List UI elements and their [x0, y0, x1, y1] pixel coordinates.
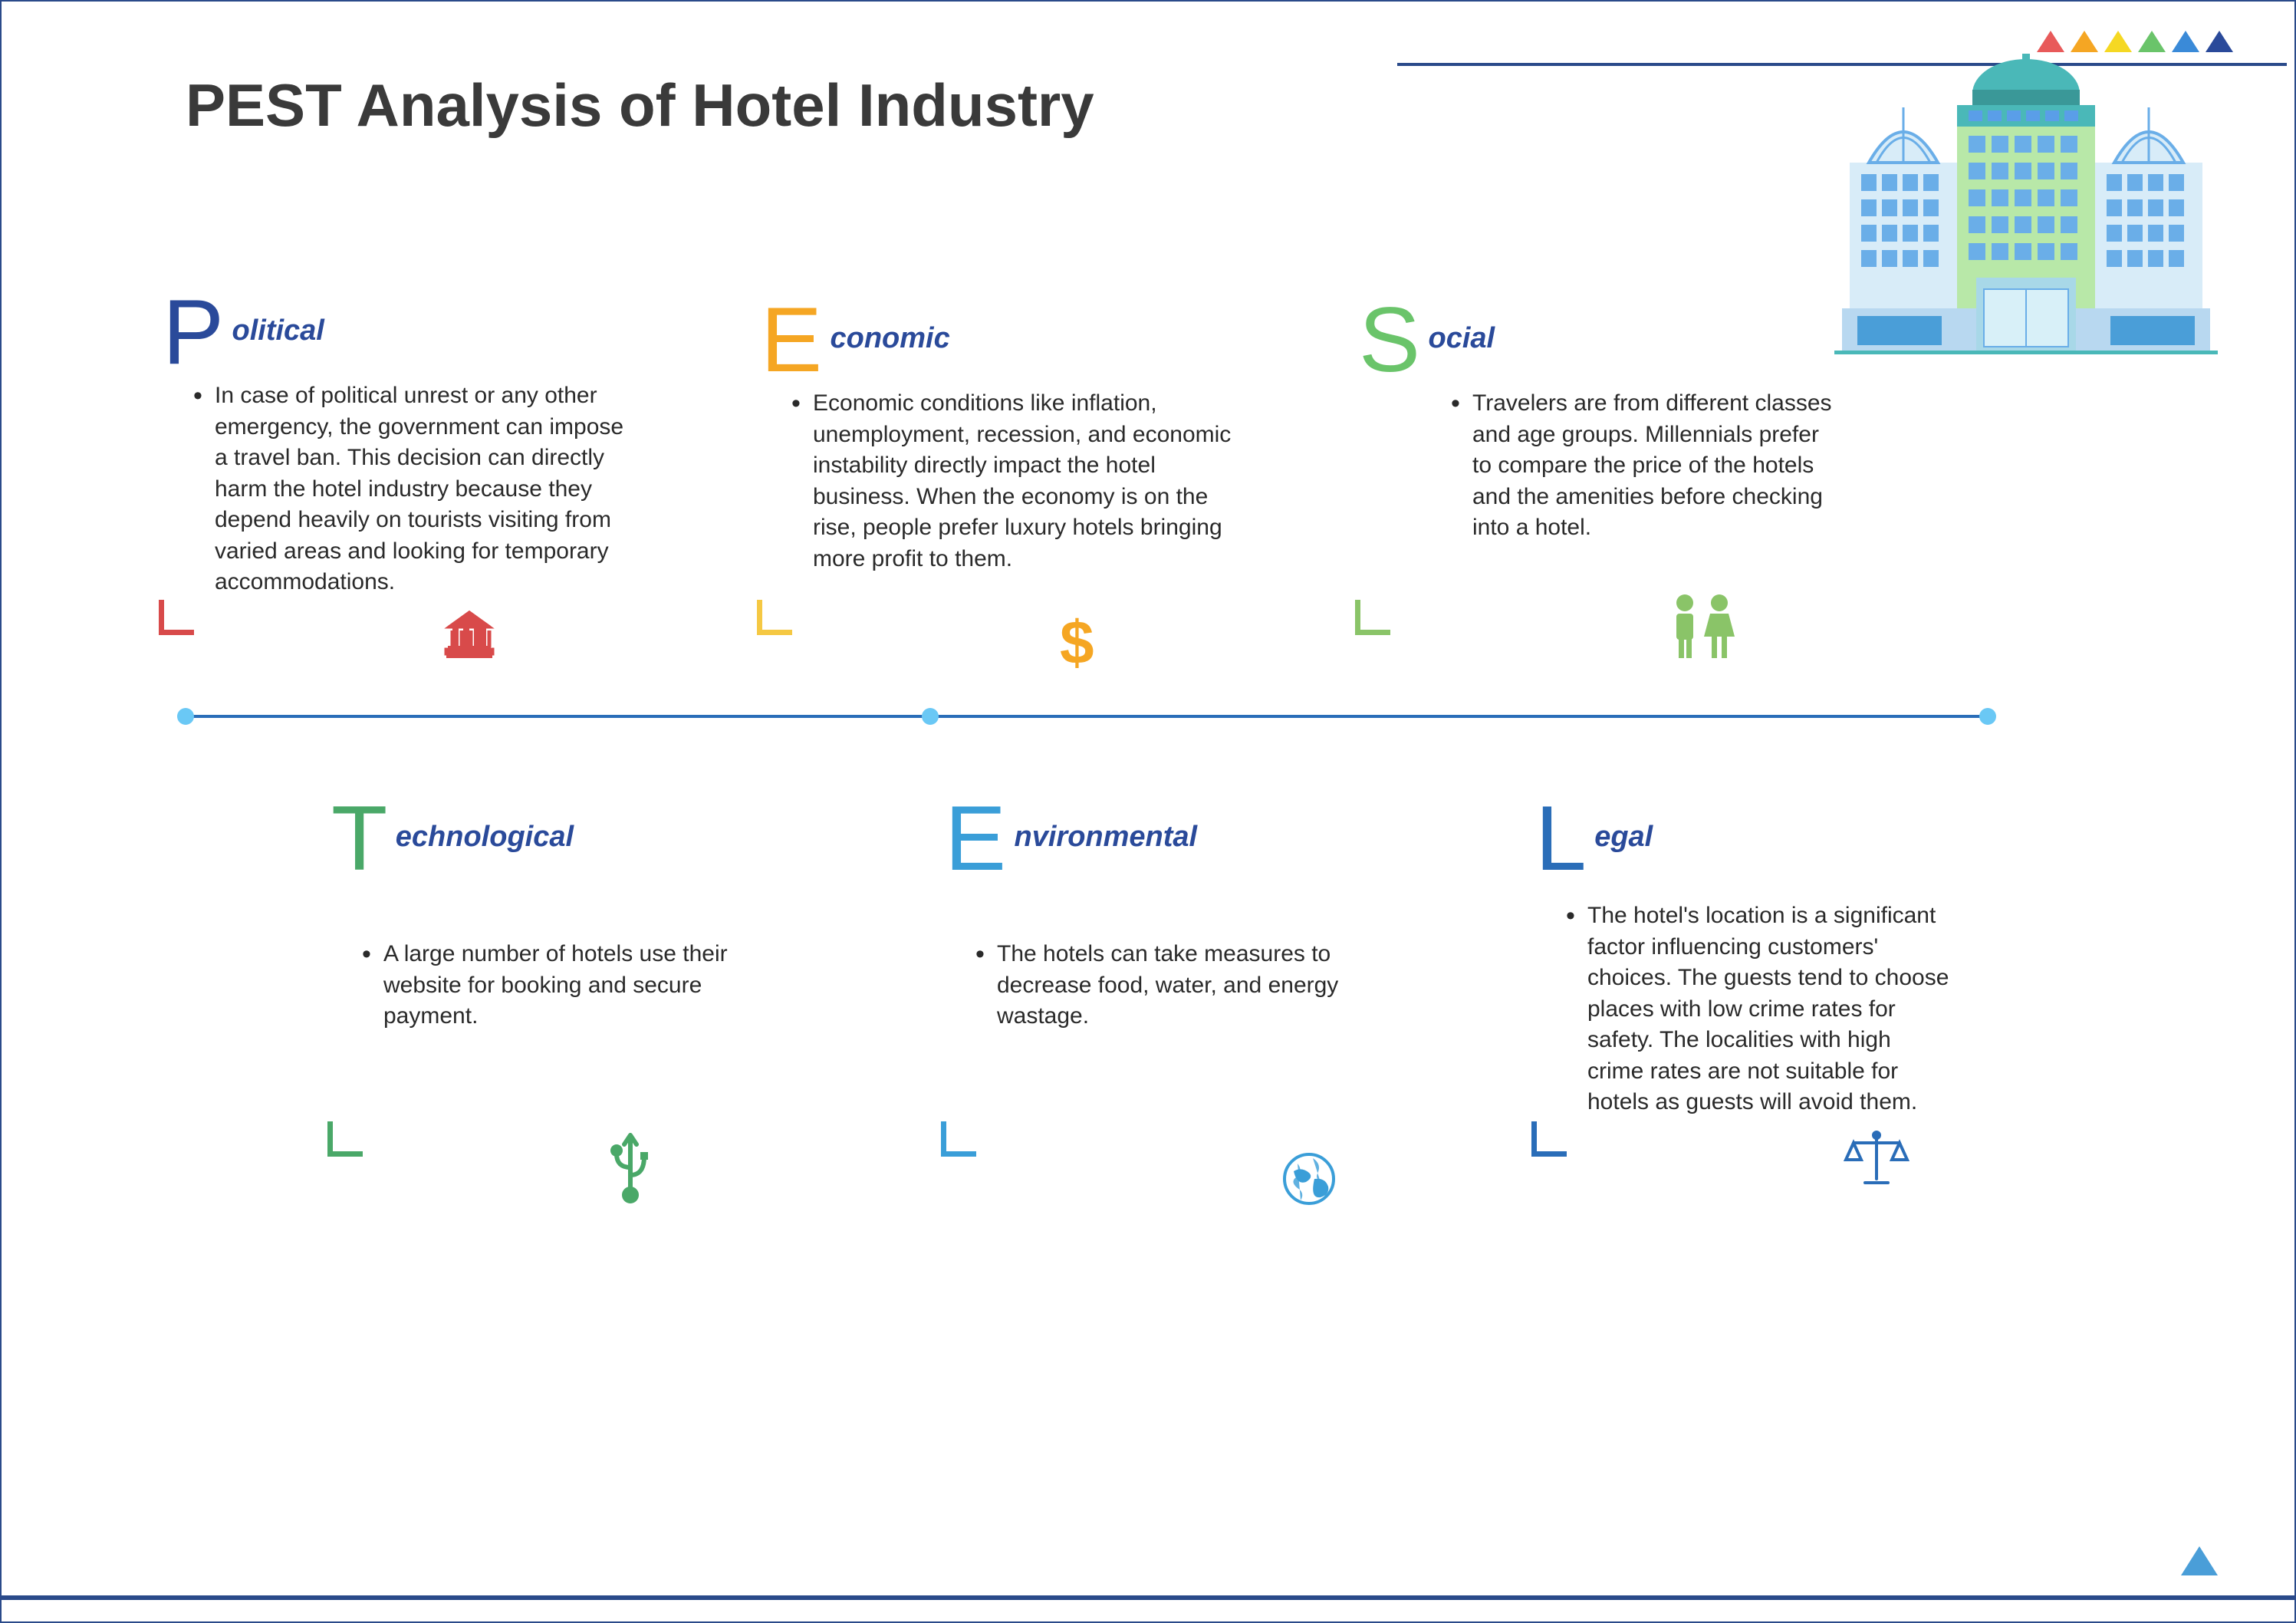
body-text: Economic conditions like inflation, unem…: [791, 388, 1236, 574]
corner-icon: [941, 1121, 976, 1157]
globe-icon: [1282, 1152, 1336, 1206]
page-title: PEST Analysis of Hotel Industry: [186, 71, 1094, 140]
building-icon: [439, 607, 500, 661]
hotel-icon: [1819, 48, 2233, 354]
section-environmental: E nvironmental The hotels can take measu…: [945, 799, 1420, 1032]
section-political: P olitical In case of political unrest o…: [163, 293, 638, 598]
body-text: In case of political unrest or any other…: [193, 380, 638, 598]
bottom-rule: [2, 1595, 2296, 1600]
body-text: The hotel's location is a significant fa…: [1566, 900, 1949, 1118]
people-icon: [1666, 592, 1742, 661]
body-text: The hotels can take measures to decrease…: [975, 939, 1390, 1032]
letter: S: [1359, 301, 1420, 379]
body-text: A large number of hotels use their websi…: [362, 939, 730, 1032]
letter: L: [1535, 799, 1587, 877]
divider-line: [186, 715, 1988, 718]
dollar-icon: $: [1060, 607, 1094, 678]
heading: conomic: [831, 322, 950, 355]
letter: E: [761, 301, 822, 379]
letter: P: [163, 293, 224, 371]
dot-icon: [177, 708, 194, 725]
corner-icon: [1355, 600, 1390, 635]
bottom-triangle-icon: [2181, 1546, 2218, 1575]
body-text: Travelers are from different classes and…: [1451, 388, 1834, 544]
usb-icon: [607, 1129, 653, 1206]
dot-icon: [1979, 708, 1996, 725]
heading: egal: [1594, 821, 1653, 854]
dot-icon: [922, 708, 939, 725]
scales-icon: [1842, 1129, 1911, 1190]
heading: nvironmental: [1015, 821, 1198, 854]
corner-icon: [1531, 1121, 1567, 1157]
heading: echnological: [396, 821, 574, 854]
section-technological: T echnological A large number of hotels …: [331, 799, 807, 1032]
heading: olitical: [232, 314, 324, 347]
heading: ocial: [1429, 322, 1495, 355]
corner-icon: [327, 1121, 363, 1157]
letter: T: [331, 799, 387, 877]
corner-icon: [757, 600, 792, 635]
corner-icon: [159, 600, 194, 635]
section-social: S ocial Travelers are from different cla…: [1359, 301, 1834, 544]
section-economic: E conomic Economic conditions like infla…: [761, 301, 1236, 574]
section-legal: L egal The hotel's location is a signifi…: [1535, 799, 1965, 1118]
letter: E: [945, 799, 1006, 877]
